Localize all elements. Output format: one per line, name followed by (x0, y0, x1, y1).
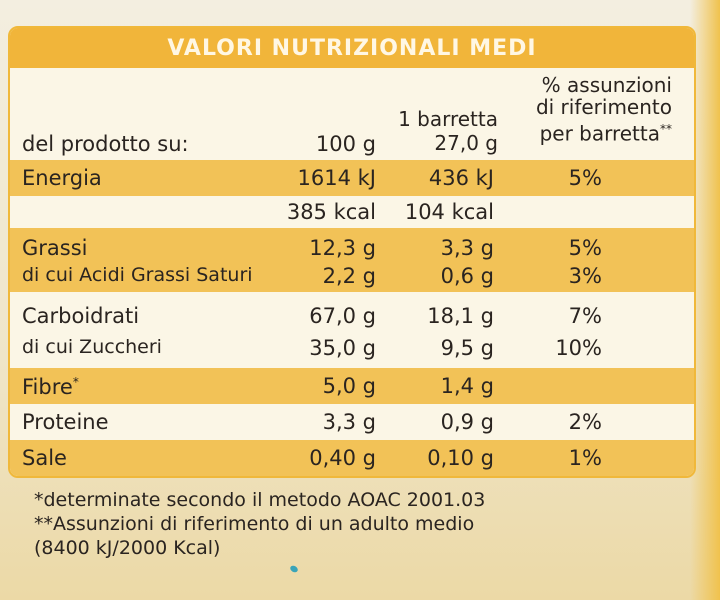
row-value-bar: 18,1 g (427, 304, 494, 328)
row-value-bar: 436 kJ (428, 166, 494, 190)
header-per-bar-line2: 27,0 g (434, 131, 498, 155)
row-sub-value-bar: 9,5 g (440, 336, 494, 360)
row-label: Sale (22, 446, 67, 470)
row-label: Carboidrati (22, 304, 140, 328)
row-label: Grassi (22, 236, 88, 260)
row-value-pct: 2% (568, 410, 602, 434)
row-sub-value-pct: 3% (568, 264, 602, 288)
row-value-bar: 0,9 g (440, 410, 494, 434)
header-ri-line2: di riferimento (535, 95, 672, 119)
row-label-mark: * (72, 375, 79, 389)
footnote-2: **Assunzioni di riferimento di un adulto… (34, 513, 475, 535)
row-sub-label: di cui Zuccheri (22, 336, 162, 358)
row-value-pct: 5% (568, 166, 602, 190)
row-fibre: Fibre* 5,0 g 1,4 g (10, 368, 694, 404)
row-value-100g: 1614 kJ (297, 166, 376, 190)
row-fat: Grassi 12,3 g 3,3 g 5% di cui Acidi Gras… (10, 228, 694, 292)
row-label: Proteine (22, 410, 109, 434)
row-value-100g: 12,3 g (309, 236, 376, 260)
row-sub-label: di cui Acidi Grassi Saturi (22, 264, 253, 286)
row-energy-kj: Energia 1614 kJ 436 kJ 5% (10, 160, 694, 196)
row-energy-kcal: 385 kcal 104 kcal (10, 196, 694, 228)
row-sub-value-pct: 10% (555, 336, 602, 360)
row-protein: Proteine 3,3 g 0,9 g 2% (10, 404, 694, 440)
footnote-3: (8400 kJ/2000 Kcal) (34, 537, 221, 559)
footnotes: *determinate secondo il metodo AOAC 2001… (34, 488, 485, 560)
row-salt: Sale 0,40 g 0,10 g 1% (10, 440, 694, 476)
row-value-pct: 7% (568, 304, 602, 328)
row-label: Fibre (22, 375, 73, 399)
row-value-100g: 5,0 g (322, 374, 376, 398)
header-ri-line3-wrap: per barretta** (536, 118, 672, 145)
header-ri-line1: % assunzioni (541, 73, 672, 97)
row-value-pct: 1% (568, 446, 602, 470)
header-reference-intake: % assunzioni di riferimento per barretta… (536, 74, 672, 145)
row-value-bar: 0,10 g (427, 446, 494, 470)
header-ri-line3: per barretta (539, 121, 660, 146)
table-title: VALORI NUTRIZIONALI MEDI (10, 28, 694, 68)
row-value-100g: 385 kcal (286, 200, 376, 224)
header-label: del prodotto su: (22, 132, 189, 156)
row-label-wrap: Fibre* (22, 376, 79, 398)
table-title-text: VALORI NUTRIZIONALI MEDI (167, 35, 537, 61)
row-value-bar: 1,4 g (440, 374, 494, 398)
nutrition-table: VALORI NUTRIZIONALI MEDI del prodotto su… (8, 26, 696, 478)
row-carbohydrates: Carboidrati 67,0 g 18,1 g 7% di cui Zucc… (10, 292, 694, 368)
row-value-100g: 67,0 g (309, 304, 376, 328)
row-value-pct: 5% (568, 236, 602, 260)
row-sub-value-100g: 35,0 g (309, 336, 376, 360)
row-label: Energia (22, 166, 102, 190)
header-per-bar: 1 barretta 27,0 g (398, 108, 498, 154)
header-row: del prodotto su: 100 g 1 barretta 27,0 g… (10, 68, 694, 160)
row-value-bar: 104 kcal (404, 200, 494, 224)
row-sub-value-bar: 0,6 g (440, 264, 494, 288)
header-per-bar-line1: 1 barretta (398, 107, 498, 131)
row-value-bar: 3,3 g (440, 236, 494, 260)
footnote-1: *determinate secondo il metodo AOAC 2001… (34, 489, 486, 511)
header-ri-mark: ** (660, 122, 672, 136)
header-per-100g: 100 g (315, 132, 376, 156)
row-value-100g: 3,3 g (322, 410, 376, 434)
print-speck (289, 564, 299, 574)
row-sub-value-100g: 2,2 g (322, 264, 376, 288)
row-value-100g: 0,40 g (309, 446, 376, 470)
